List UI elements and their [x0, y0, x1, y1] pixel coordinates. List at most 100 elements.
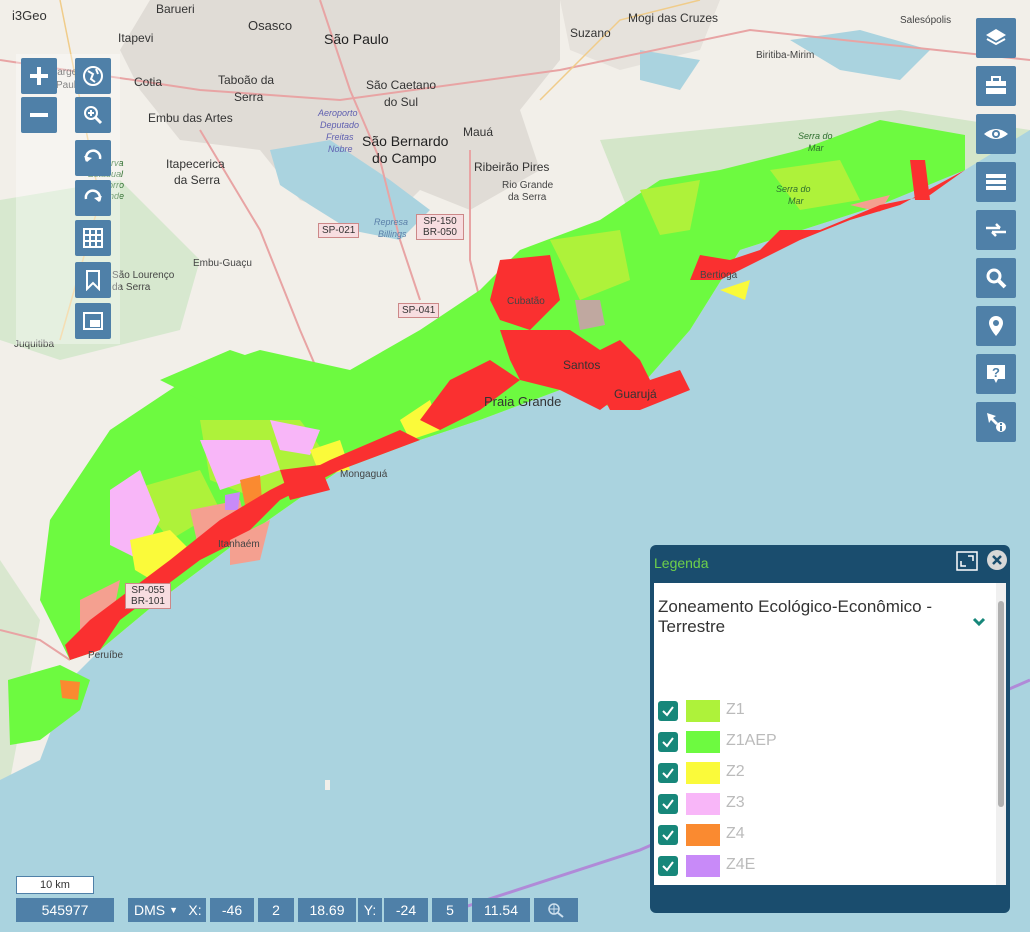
legend-checkbox[interactable] — [658, 701, 678, 721]
y-degrees-field[interactable]: -24 — [384, 898, 428, 922]
label-carg-2: Paulist — [56, 80, 87, 91]
y-label: Y: — [358, 898, 382, 922]
label-serramar-2: Mar — [808, 143, 824, 153]
label-mongagua: Mongaguá — [340, 469, 388, 480]
y-seconds-field[interactable]: 11.54 — [472, 898, 530, 922]
checkmark-icon — [662, 737, 674, 748]
label-sao-paulo: São Paulo — [324, 31, 389, 47]
label-mogi: Mogi das Cruzes — [628, 11, 719, 25]
label-serramar-3: Serra do — [776, 184, 811, 194]
x-degrees-field[interactable]: -46 — [210, 898, 254, 922]
label-embu: Embu das Artes — [148, 111, 233, 125]
legend-checkbox[interactable] — [658, 794, 678, 814]
label-scaetano-2: do Sul — [384, 95, 419, 109]
scale-bar: 10 km — [16, 876, 94, 894]
maximize-icon[interactable] — [956, 551, 978, 571]
label-sbernardo-1: São Bernardo — [362, 133, 449, 149]
scrollbar-thumb[interactable] — [998, 601, 1004, 807]
label-praia-grande: Praia Grande — [484, 394, 562, 409]
label-represa-1: Represa — [374, 217, 409, 227]
label-serramar-1: Serra do — [798, 131, 833, 141]
arrows-icon — [986, 223, 1006, 237]
location-button[interactable] — [976, 306, 1016, 346]
visibility-button[interactable] — [976, 114, 1016, 154]
legend-checkbox[interactable] — [658, 825, 678, 845]
label-rgrande-1: Rio Grande — [502, 180, 554, 191]
identify-icon — [987, 413, 1006, 432]
bookmark-button[interactable] — [75, 262, 111, 298]
label-sbernardo-2: do Campo — [372, 150, 437, 166]
x-minutes-field[interactable]: 2 — [258, 898, 294, 922]
identify-button[interactable] — [976, 402, 1016, 442]
chevron-down-icon[interactable] — [972, 617, 986, 627]
legend-item-z4e: Z4E — [658, 854, 958, 878]
label-rgrande-2: da Serra — [508, 192, 547, 203]
legend-item-z3: Z3 — [658, 792, 958, 816]
tools-button[interactable] — [976, 66, 1016, 106]
legend-item-label: Z1AEP — [726, 732, 777, 749]
legend-swatch — [686, 824, 720, 846]
road-sp055: SP-055 BR-101 — [125, 583, 171, 609]
list-icon — [986, 174, 1006, 190]
label-juquitiba: Juquitiba — [14, 339, 55, 350]
label-taboao-1: Taboão da — [218, 73, 275, 87]
search-icon — [986, 268, 1007, 289]
zoom-in-button[interactable] — [21, 58, 57, 94]
briefcase-icon — [986, 76, 1006, 94]
caret-down-icon: ▼ — [169, 905, 179, 915]
label-slourenco-2: da Serra — [112, 282, 151, 293]
app-name: i3Geo — [12, 8, 47, 23]
legend-item-label: Z1 — [726, 701, 745, 718]
magnifier-crosshair-icon — [548, 903, 564, 918]
label-airport-2: Deputado — [320, 120, 360, 130]
svg-text:?: ? — [992, 365, 1000, 380]
legend-checkbox[interactable] — [658, 856, 678, 876]
window-icon — [83, 312, 103, 330]
y-minutes-field[interactable]: 5 — [432, 898, 468, 922]
compare-button[interactable] — [976, 210, 1016, 250]
bookmark-icon — [86, 270, 100, 291]
redo-extent-button[interactable] — [75, 180, 111, 216]
checkmark-icon — [662, 799, 674, 810]
full-extent-button[interactable] — [75, 58, 111, 94]
list-button[interactable] — [976, 162, 1016, 202]
legend-panel: Legenda Zoneamento Ecológico-Econômico -… — [650, 545, 1010, 913]
help-button[interactable]: ? — [976, 354, 1016, 394]
layers-button[interactable] — [976, 18, 1016, 58]
checkmark-icon — [662, 768, 674, 779]
legend-checkbox[interactable] — [658, 732, 678, 752]
globe-icon — [83, 66, 103, 86]
legend-swatch — [686, 700, 720, 722]
label-slourenco-1: São Lourenço — [112, 270, 175, 281]
legend-layer-title: Zoneamento Ecológico-Econômico - Terrest… — [658, 597, 933, 636]
label-salesopolis: Salesópolis — [900, 15, 952, 26]
label-biritiba: Biritiba-Mirim — [756, 50, 815, 61]
search-button[interactable] — [976, 258, 1016, 298]
label-ribeirao: Ribeirão Pires — [474, 160, 550, 174]
legend-item-label: Z3 — [726, 794, 745, 811]
zoom-out-button[interactable] — [21, 97, 57, 133]
grid-button[interactable] — [75, 220, 111, 256]
legend-scrollbar[interactable] — [996, 583, 1006, 885]
undo-extent-button[interactable] — [75, 140, 111, 176]
zoom-to-coords-button[interactable] — [534, 898, 578, 922]
label-barueri: Barueri — [156, 2, 195, 16]
close-icon[interactable] — [986, 549, 1008, 571]
layers-icon — [986, 29, 1006, 46]
legend-item-z1aep: Z1AEP — [658, 730, 958, 754]
legend-item-label: Z2 — [726, 763, 745, 780]
legend-item-label: Z4 — [726, 825, 745, 842]
zoom-box-button[interactable] — [75, 97, 111, 133]
x-seconds-field[interactable]: 18.69 — [298, 898, 356, 922]
scale-value-field[interactable]: 545977 — [16, 898, 114, 922]
overview-button[interactable] — [75, 303, 111, 339]
road-sp041: SP-041 — [398, 303, 440, 318]
legend-checkbox[interactable] — [658, 763, 678, 783]
label-itapevi: Itapevi — [118, 31, 154, 45]
label-itapecerica-2: da Serra — [174, 173, 221, 187]
label-scaetano-1: São Caetano — [366, 78, 437, 92]
coord-format-select[interactable]: DMS ▼ — [128, 898, 184, 922]
eye-icon — [984, 129, 1008, 139]
legend-swatch — [686, 762, 720, 784]
legend-item-z4: Z4 — [658, 823, 958, 847]
